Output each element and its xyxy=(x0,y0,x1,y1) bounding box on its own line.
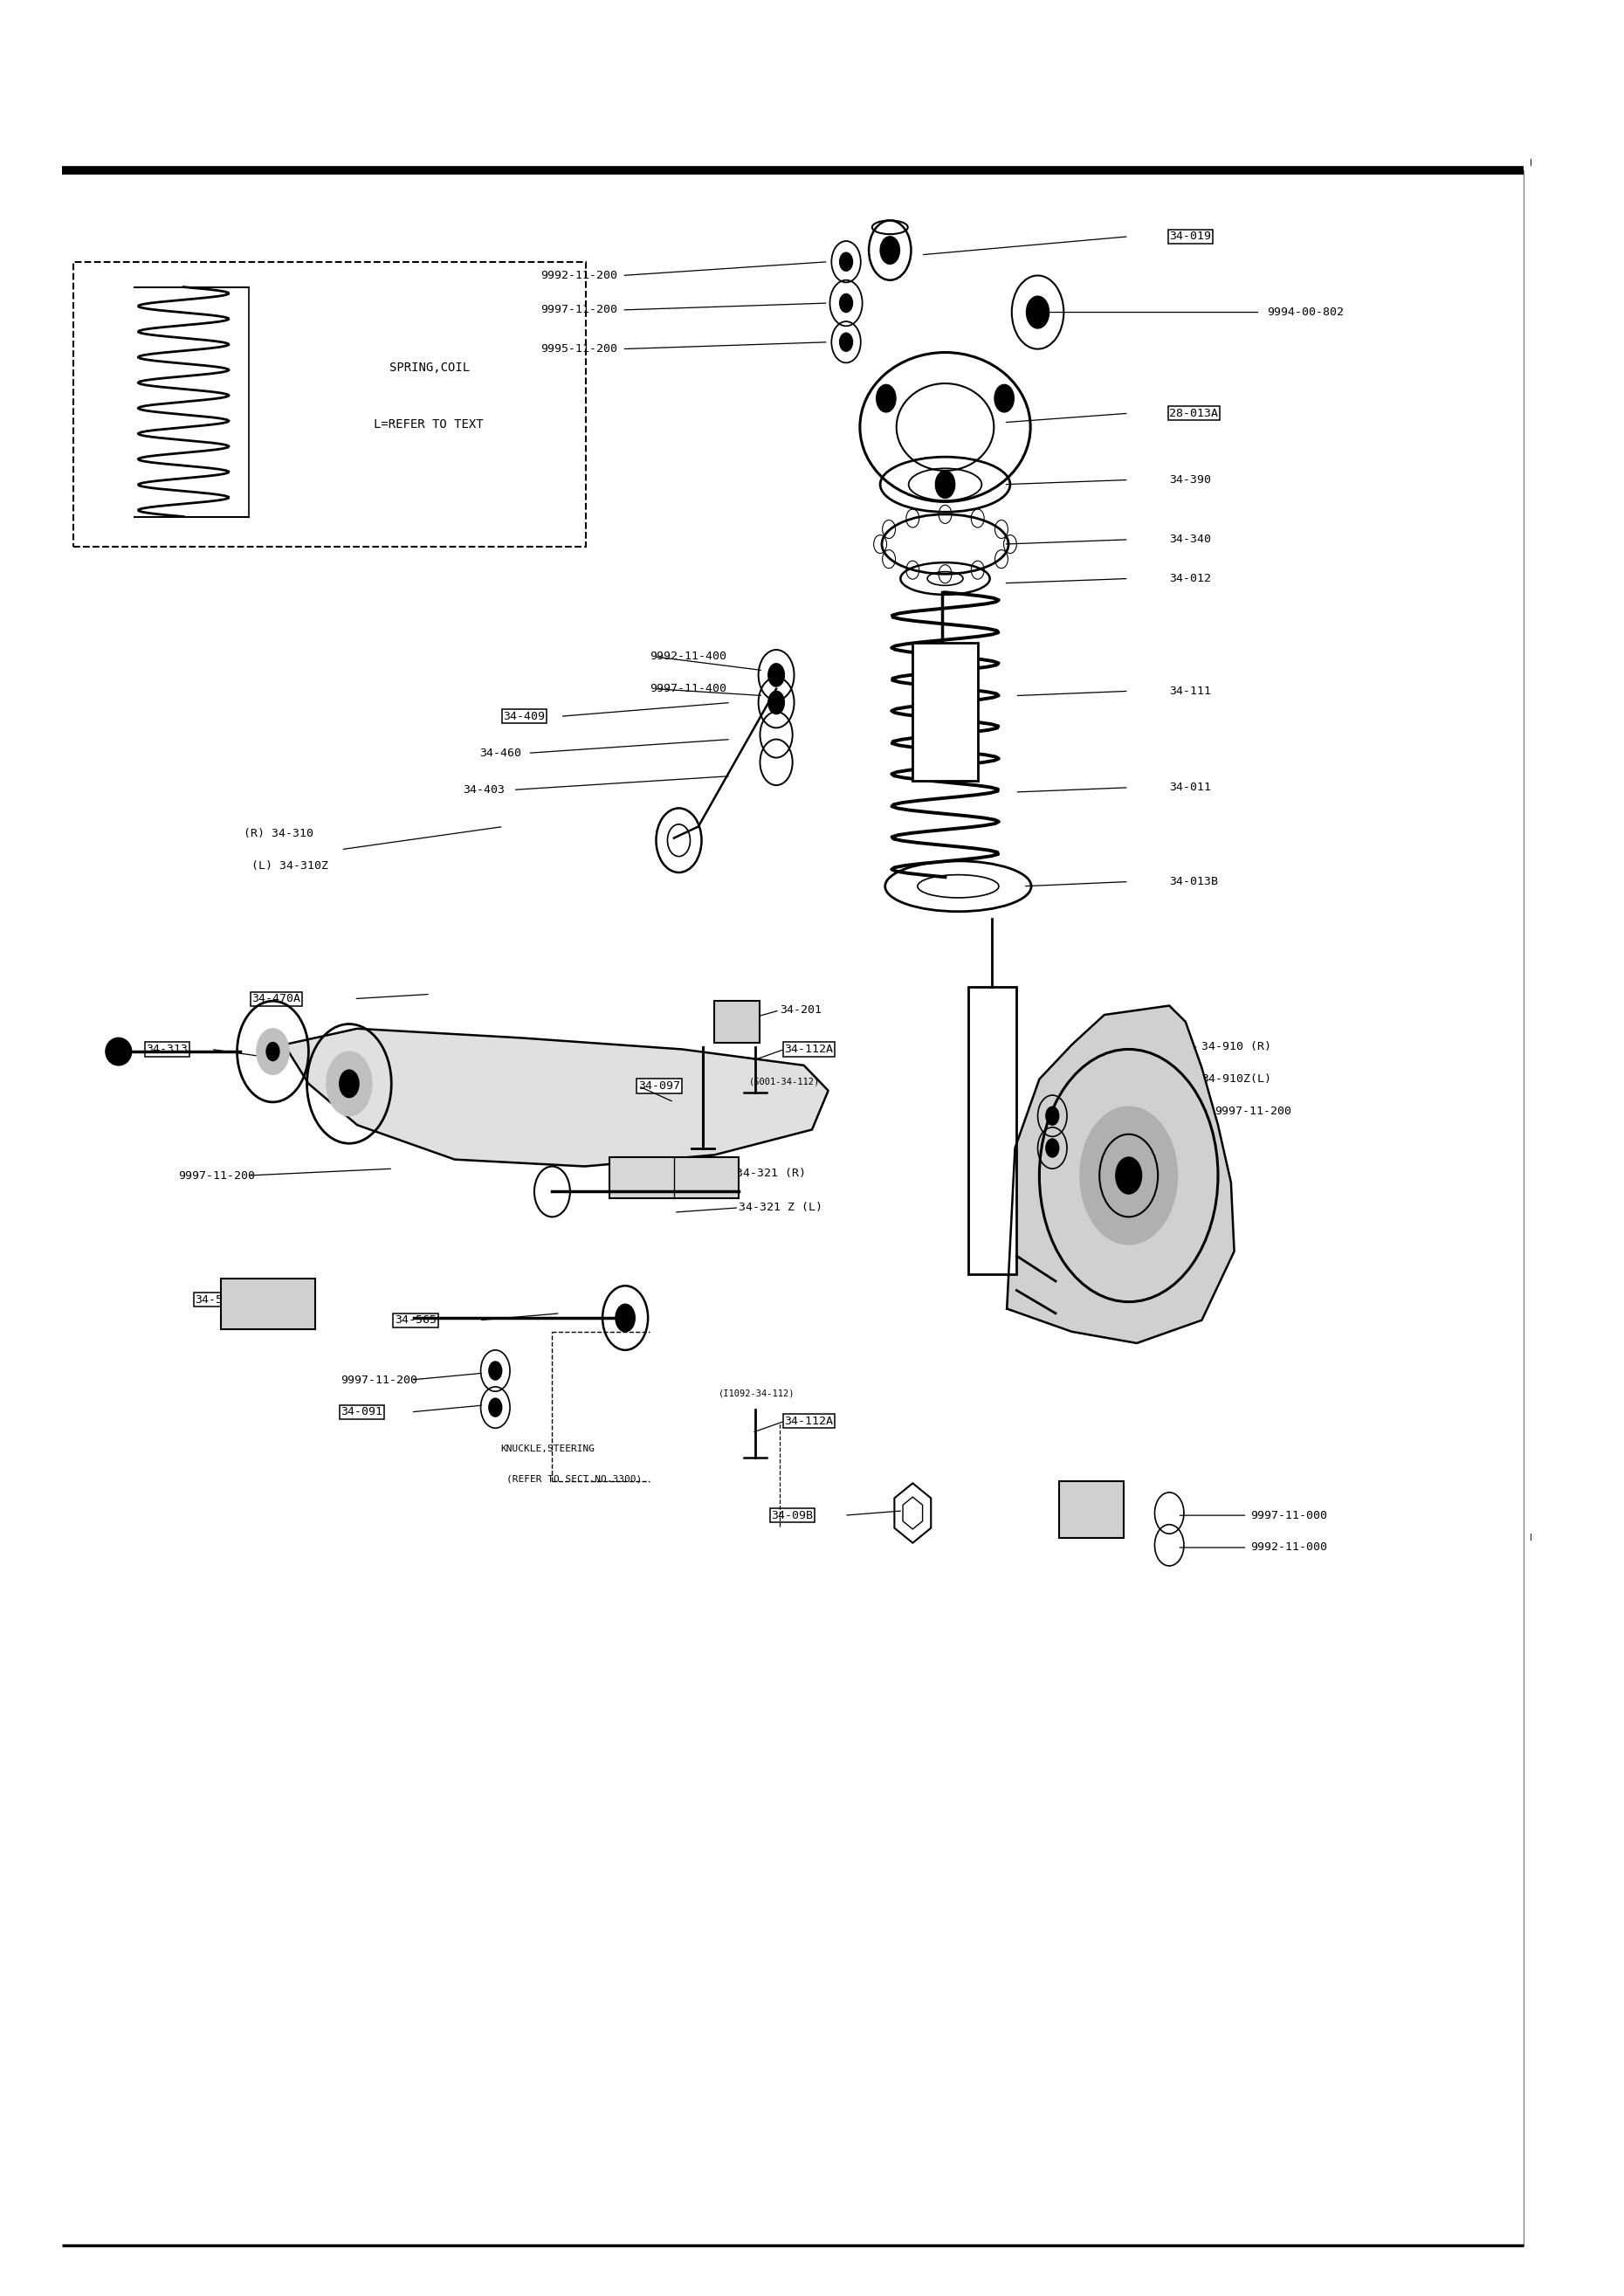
Text: 34-313: 34-313 xyxy=(146,1045,188,1054)
Text: 34-013B: 34-013B xyxy=(1169,877,1218,886)
Text: I: I xyxy=(1530,1534,1533,1543)
Text: 34-091: 34-091 xyxy=(341,1407,383,1417)
Circle shape xyxy=(840,294,853,312)
Text: KNUCKLE,STEERING: KNUCKLE,STEERING xyxy=(500,1444,594,1453)
Text: 34-910 (R): 34-910 (R) xyxy=(1202,1042,1272,1052)
Text: 34-097: 34-097 xyxy=(638,1081,680,1091)
Text: 9997-11-200: 9997-11-200 xyxy=(341,1375,417,1384)
Text: 34-409: 34-409 xyxy=(503,712,546,721)
Circle shape xyxy=(840,253,853,271)
Circle shape xyxy=(257,1029,289,1075)
Text: 9997-11-200: 9997-11-200 xyxy=(179,1171,255,1180)
Circle shape xyxy=(1080,1107,1177,1244)
Polygon shape xyxy=(284,1029,828,1166)
Text: 34-390: 34-390 xyxy=(1169,475,1212,484)
Circle shape xyxy=(266,1042,279,1061)
Text: (S001-34-112): (S001-34-112) xyxy=(749,1077,820,1086)
Text: (I1092-34-112): (I1092-34-112) xyxy=(718,1389,796,1398)
Text: (R) 34-310: (R) 34-310 xyxy=(244,829,313,838)
Text: 34-112A: 34-112A xyxy=(784,1417,833,1426)
Text: 34-510: 34-510 xyxy=(195,1295,237,1304)
Ellipse shape xyxy=(106,1038,132,1065)
Text: 34-321 (R): 34-321 (R) xyxy=(736,1169,806,1178)
Text: 9997-11-400: 9997-11-400 xyxy=(650,684,726,693)
Circle shape xyxy=(1046,1107,1059,1125)
Text: 34-321 Z (L): 34-321 Z (L) xyxy=(739,1203,823,1212)
Text: 34-460: 34-460 xyxy=(479,748,521,758)
Circle shape xyxy=(880,236,900,264)
Text: 28-013A: 28-013A xyxy=(1169,409,1218,418)
Circle shape xyxy=(489,1362,502,1380)
Text: 34-470A: 34-470A xyxy=(252,994,300,1003)
FancyBboxPatch shape xyxy=(968,987,1017,1274)
Text: 9992-11-000: 9992-11-000 xyxy=(1250,1543,1327,1552)
FancyBboxPatch shape xyxy=(1059,1481,1124,1538)
Text: SPRING,COIL: SPRING,COIL xyxy=(390,360,471,374)
Circle shape xyxy=(1046,1139,1059,1157)
FancyBboxPatch shape xyxy=(609,1157,739,1199)
Circle shape xyxy=(326,1052,372,1116)
Text: 34-112A: 34-112A xyxy=(784,1045,833,1054)
Text: (REFER TO SECT.NO.3300): (REFER TO SECT.NO.3300) xyxy=(507,1474,641,1483)
Circle shape xyxy=(489,1398,502,1417)
FancyBboxPatch shape xyxy=(913,643,978,781)
Text: 34-09B: 34-09B xyxy=(771,1511,814,1520)
Text: 34-565: 34-565 xyxy=(395,1316,437,1325)
Text: 34-910Z(L): 34-910Z(L) xyxy=(1202,1075,1272,1084)
Text: 9992-11-200: 9992-11-200 xyxy=(541,271,617,280)
FancyBboxPatch shape xyxy=(73,262,586,546)
Circle shape xyxy=(994,386,1013,413)
Text: 9994-00-802: 9994-00-802 xyxy=(1267,308,1343,317)
Text: (L) 34-310Z: (L) 34-310Z xyxy=(252,861,328,870)
Text: 9995-11-200: 9995-11-200 xyxy=(541,344,617,354)
Text: 34-011: 34-011 xyxy=(1169,783,1212,792)
Text: 9992-11-400: 9992-11-400 xyxy=(650,652,726,661)
Text: 9997-11-000: 9997-11-000 xyxy=(1250,1511,1327,1520)
FancyBboxPatch shape xyxy=(715,1001,760,1042)
Text: I: I xyxy=(1530,158,1533,168)
Circle shape xyxy=(1116,1157,1142,1194)
Circle shape xyxy=(840,333,853,351)
Circle shape xyxy=(768,664,784,687)
Text: 34-201: 34-201 xyxy=(780,1006,822,1015)
Text: 34-403: 34-403 xyxy=(463,785,505,794)
Text: 9997-11-200: 9997-11-200 xyxy=(541,305,617,315)
Text: 34-091: 34-091 xyxy=(1169,1139,1212,1148)
Circle shape xyxy=(1026,296,1049,328)
Polygon shape xyxy=(1007,1006,1234,1343)
FancyBboxPatch shape xyxy=(221,1279,315,1329)
Circle shape xyxy=(768,691,784,714)
Circle shape xyxy=(935,471,955,498)
Text: 34-111: 34-111 xyxy=(1169,687,1212,696)
Text: 34-019: 34-019 xyxy=(1169,232,1212,241)
Circle shape xyxy=(339,1070,359,1097)
Circle shape xyxy=(615,1304,635,1332)
Text: L=REFER TO TEXT: L=REFER TO TEXT xyxy=(374,418,484,432)
Text: 34-340: 34-340 xyxy=(1169,535,1212,544)
Text: 9997-11-200: 9997-11-200 xyxy=(1215,1107,1291,1116)
Circle shape xyxy=(877,386,896,413)
Text: 34-012: 34-012 xyxy=(1169,574,1212,583)
